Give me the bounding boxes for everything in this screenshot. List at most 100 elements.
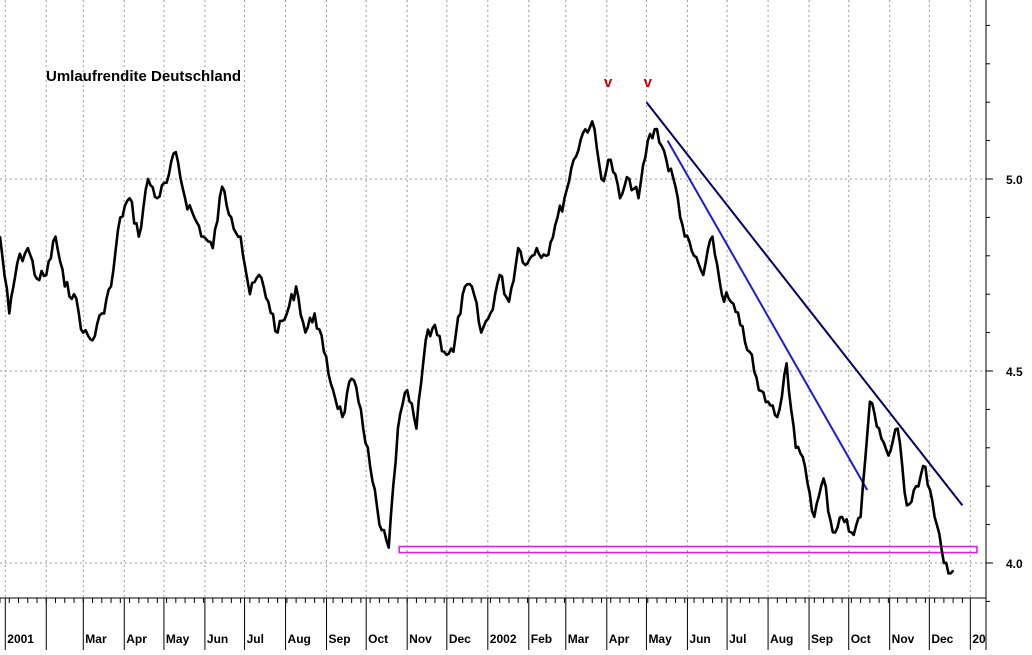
data-point bbox=[813, 516, 816, 518]
y-tick-label: 4.0 bbox=[1006, 557, 1023, 571]
data-point bbox=[591, 120, 594, 123]
trendline bbox=[666, 140, 869, 491]
data-point bbox=[350, 377, 353, 380]
data-point bbox=[26, 247, 29, 249]
data-point bbox=[776, 416, 779, 418]
data-point bbox=[711, 235, 714, 238]
data-point bbox=[480, 331, 482, 334]
x-tick-label: Mar bbox=[568, 632, 590, 646]
support-line bbox=[398, 545, 978, 554]
data-point bbox=[665, 159, 668, 161]
data-point bbox=[369, 466, 371, 468]
data-point bbox=[489, 312, 492, 315]
x-tick-label: Dec bbox=[449, 632, 471, 646]
data-point bbox=[554, 224, 557, 226]
x-tick-label: Oct bbox=[368, 632, 388, 646]
data-point bbox=[628, 178, 631, 180]
x-tick-label: Oct bbox=[851, 632, 871, 646]
data-point bbox=[545, 255, 547, 257]
data-point bbox=[193, 216, 196, 219]
data-point bbox=[424, 339, 427, 342]
data-point bbox=[434, 324, 436, 326]
series-lines bbox=[0, 120, 955, 575]
data-point bbox=[397, 427, 399, 430]
data-point bbox=[267, 301, 270, 303]
data-point bbox=[73, 293, 75, 296]
x-tick-label: Jul bbox=[729, 632, 746, 646]
data-point bbox=[110, 285, 112, 288]
data-point bbox=[785, 362, 788, 365]
peak-marker: v bbox=[604, 74, 613, 91]
data-point bbox=[332, 389, 334, 392]
x-tick-label: Feb bbox=[531, 632, 552, 646]
data-point bbox=[720, 293, 723, 296]
data-point bbox=[461, 293, 464, 296]
data-point bbox=[230, 216, 233, 219]
data-point bbox=[175, 151, 177, 153]
series-line bbox=[0, 120, 955, 575]
chart-title: Umlaufrendite Deutschland bbox=[46, 68, 241, 85]
data-point bbox=[739, 324, 742, 326]
data-point bbox=[952, 569, 954, 572]
data-point bbox=[693, 255, 695, 257]
grid bbox=[0, 0, 986, 598]
trendlines bbox=[398, 101, 978, 554]
data-point bbox=[933, 516, 936, 518]
x-tick-label: Sep bbox=[329, 632, 351, 646]
data-point bbox=[748, 351, 751, 353]
data-point bbox=[452, 351, 455, 353]
x-tick-label: Apr bbox=[126, 632, 147, 646]
data-point bbox=[406, 389, 408, 392]
data-point bbox=[943, 562, 945, 564]
trendline bbox=[645, 101, 964, 507]
data-point bbox=[443, 351, 445, 353]
x-tick-label: Jul bbox=[247, 632, 264, 646]
data-point bbox=[906, 504, 908, 507]
data-point bbox=[239, 235, 242, 238]
data-point bbox=[878, 427, 880, 430]
x-tick-label: 2001 bbox=[7, 632, 34, 646]
x-tick-label: Nov bbox=[409, 632, 432, 646]
data-point bbox=[600, 178, 603, 180]
data-point bbox=[887, 454, 890, 457]
data-point bbox=[184, 197, 186, 199]
data-point bbox=[896, 427, 899, 430]
data-point bbox=[619, 197, 621, 199]
data-point bbox=[841, 516, 843, 518]
data-point bbox=[526, 262, 529, 265]
data-point bbox=[869, 400, 871, 403]
x-tick-label: Aug bbox=[288, 632, 311, 646]
data-point bbox=[323, 351, 325, 353]
data-point bbox=[850, 531, 853, 534]
data-point bbox=[295, 285, 297, 288]
data-point bbox=[258, 274, 260, 276]
data-point bbox=[702, 274, 705, 276]
data-point bbox=[212, 247, 214, 249]
x-tick-label: 20 bbox=[972, 632, 986, 646]
data-point bbox=[535, 247, 538, 249]
x-tick-label: Jun bbox=[689, 632, 710, 646]
data-point bbox=[471, 285, 473, 288]
x-tick-label: Dec bbox=[931, 632, 953, 646]
data-point bbox=[646, 139, 649, 142]
data-point bbox=[508, 301, 510, 303]
data-point bbox=[795, 447, 797, 449]
data-point bbox=[822, 477, 825, 480]
peak-marker: v bbox=[644, 74, 653, 91]
data-point bbox=[221, 185, 223, 188]
x-tick-label: May bbox=[648, 632, 672, 646]
x-tick-label: Apr bbox=[609, 632, 630, 646]
data-point bbox=[341, 416, 344, 418]
data-point bbox=[304, 331, 307, 334]
data-point bbox=[767, 400, 769, 403]
data-point bbox=[54, 235, 57, 238]
data-point bbox=[674, 185, 677, 188]
data-point bbox=[8, 312, 11, 315]
data-point bbox=[656, 128, 658, 130]
x-tick-label: Sep bbox=[811, 632, 833, 646]
data-point bbox=[758, 389, 760, 392]
data-point bbox=[100, 312, 103, 315]
